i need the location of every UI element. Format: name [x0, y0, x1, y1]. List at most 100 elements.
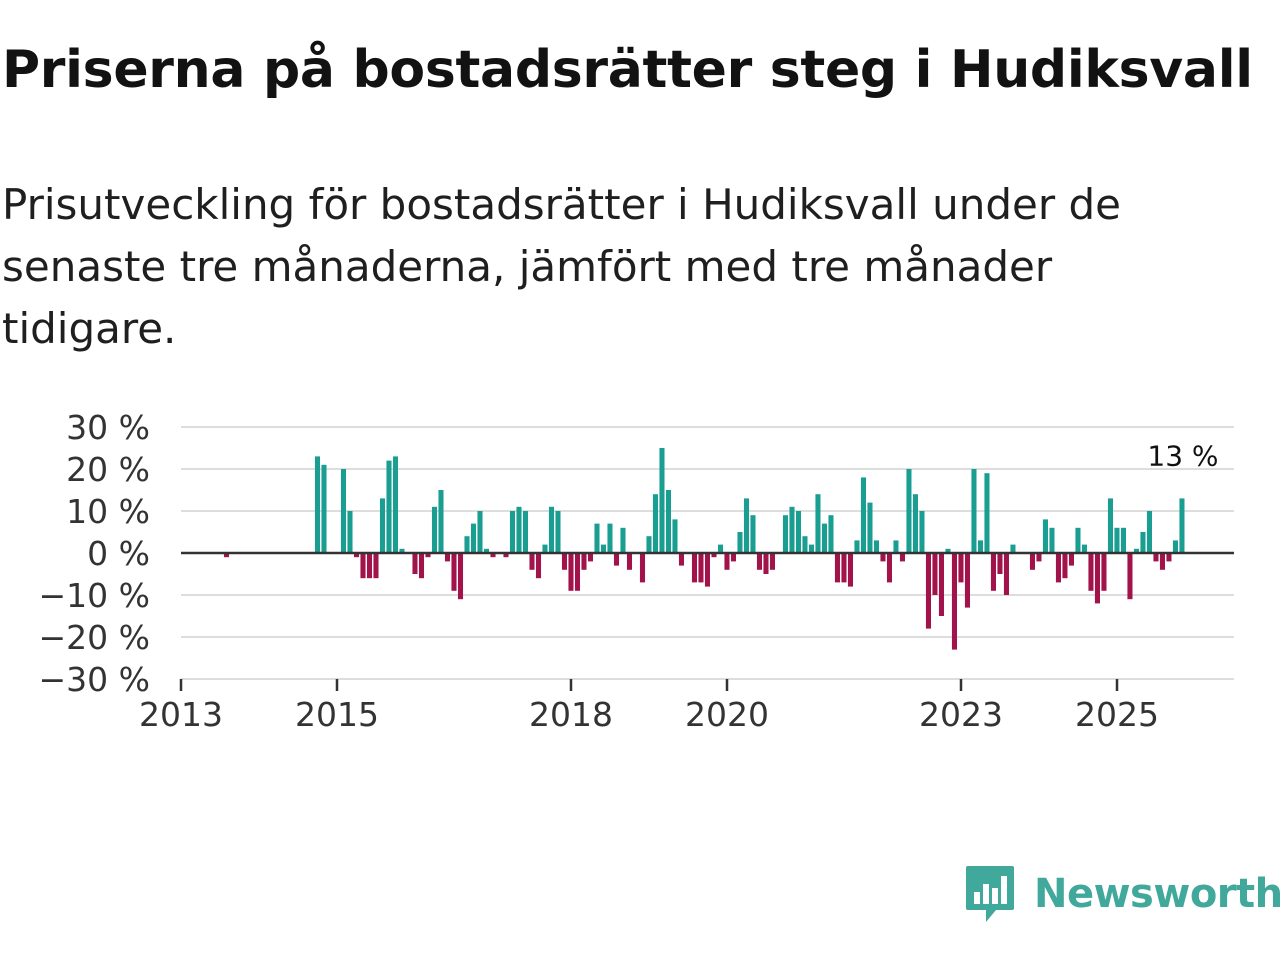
- bar: [626, 553, 633, 570]
- bar: [646, 536, 652, 553]
- bar: [1062, 553, 1068, 579]
- bar: [321, 464, 327, 553]
- bar: [373, 553, 379, 579]
- bar: [1101, 553, 1107, 591]
- y-tick-label: 0 %: [87, 534, 150, 573]
- bar: [1042, 519, 1049, 553]
- bar: [509, 511, 516, 553]
- bar: [438, 490, 444, 553]
- bar: [1114, 527, 1120, 553]
- bar: [1081, 544, 1087, 553]
- bar: [464, 536, 470, 553]
- bar: [821, 523, 828, 553]
- bar: [691, 553, 698, 583]
- y-tick-label: −10 %: [39, 576, 151, 615]
- x-tick-label: 2020: [685, 695, 769, 734]
- bar: [1146, 511, 1152, 553]
- bar: [1010, 544, 1016, 553]
- last-value-annotation: 13 %: [1147, 439, 1218, 472]
- bar: [477, 511, 483, 553]
- y-tick-label: −30 %: [39, 660, 151, 699]
- bar: [366, 553, 373, 579]
- bar: [782, 515, 789, 553]
- bar: [672, 519, 678, 553]
- x-tick-label: 2023: [919, 695, 1003, 734]
- bar: [600, 544, 607, 553]
- bars: [181, 448, 1234, 650]
- newsworthy-logo-text: Newsworthy: [1034, 871, 1280, 917]
- bar: [431, 506, 438, 553]
- bar: [1159, 553, 1165, 570]
- bar: [522, 511, 529, 553]
- x-tick-label: 2013: [139, 695, 223, 734]
- bar: [594, 523, 600, 553]
- y-axis: 30 % 20 % 10 % 0 % −10 % −20 % −30 %: [39, 408, 151, 699]
- bar: [919, 511, 925, 553]
- bar: [1153, 553, 1159, 562]
- bar: [1120, 527, 1126, 553]
- bar: [503, 553, 509, 558]
- bar: [561, 553, 568, 570]
- bar: [1029, 553, 1036, 570]
- bar: [860, 477, 867, 553]
- bar-chart: 30 % 20 % 10 % 0 % −10 % −20 % −30 % 201…: [39, 408, 1234, 734]
- bar: [743, 498, 750, 553]
- bar: [789, 506, 795, 553]
- bar: [399, 548, 405, 553]
- bar: [763, 553, 769, 574]
- bar: [620, 527, 626, 553]
- bar: [808, 544, 815, 553]
- y-tick-label: 30 %: [66, 408, 150, 447]
- bar: [1172, 540, 1178, 553]
- bar: [1036, 553, 1042, 562]
- bar: [873, 540, 880, 553]
- bar: [724, 553, 730, 570]
- x-tick-label: 2018: [529, 695, 613, 734]
- bar: [977, 540, 984, 553]
- bar: [698, 553, 704, 583]
- bar: [379, 498, 386, 553]
- bar: [386, 460, 392, 553]
- bar: [750, 515, 756, 553]
- bar: [828, 515, 834, 553]
- bar: [730, 553, 737, 562]
- bar: [737, 532, 743, 553]
- bar: [711, 553, 717, 558]
- chart-title: Priserna på bostadsrätter steg i Hudiksv…: [2, 40, 1253, 100]
- bar: [1068, 553, 1074, 566]
- bar: [678, 553, 685, 566]
- bar: [847, 553, 854, 587]
- chart-subtitle: Prisutveckling för bostadsrätter i Hudik…: [2, 180, 1121, 353]
- bar: [529, 553, 535, 570]
- bar: [1075, 527, 1081, 553]
- bar: [568, 553, 574, 591]
- bar: [795, 511, 802, 553]
- bar: [704, 553, 711, 587]
- bar: [984, 473, 990, 553]
- bar: [223, 553, 230, 558]
- x-tick-label: 2015: [295, 695, 379, 734]
- bar: [412, 553, 418, 574]
- bar: [756, 553, 763, 570]
- bar: [1088, 553, 1094, 591]
- bar: [639, 553, 646, 583]
- x-axis: 2013 2015 2018 2020 2023 2025: [139, 678, 1234, 734]
- bar: [392, 456, 399, 553]
- bar: [769, 553, 776, 570]
- bar: [360, 553, 366, 579]
- bar: [548, 506, 555, 553]
- bar: [516, 506, 522, 553]
- bar: [665, 490, 672, 553]
- bar: [906, 469, 912, 553]
- bar: [444, 553, 451, 562]
- bar: [470, 523, 477, 553]
- bar: [990, 553, 997, 591]
- bar: [483, 548, 490, 553]
- bar: [925, 553, 932, 629]
- bar: [1179, 498, 1185, 553]
- bar: [899, 553, 906, 562]
- x-tick-label: 2025: [1075, 695, 1159, 734]
- bar: [971, 469, 977, 553]
- bar: [659, 448, 665, 553]
- bar: [841, 553, 847, 583]
